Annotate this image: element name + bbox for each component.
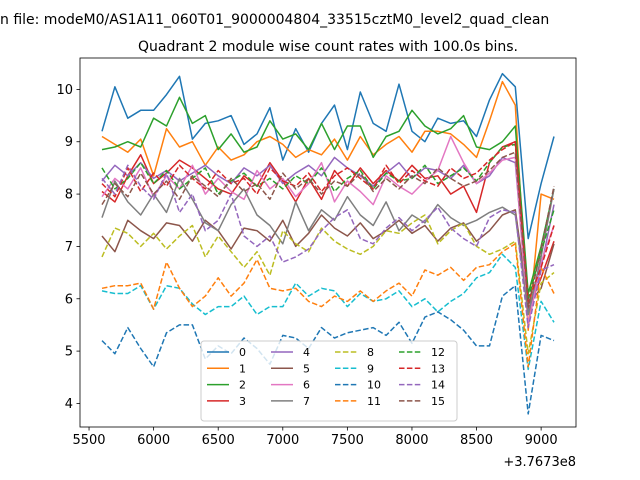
series-line-6 — [101, 135, 555, 326]
legend-label-2: 2 — [239, 379, 246, 392]
legend-label-0: 0 — [239, 346, 246, 359]
legend-label-7: 7 — [303, 395, 310, 408]
chart-title: Quadrant 2 module wise count rates with … — [138, 39, 518, 55]
y-tick-label: 8 — [65, 188, 73, 203]
legend-label-12: 12 — [431, 346, 445, 359]
x-tick-label: 6000 — [137, 433, 170, 448]
series-line-11 — [101, 243, 555, 368]
series-line-7 — [101, 177, 555, 316]
figure-suptitle: n file: modeM0/AS1A11_060T01_9000004804_… — [0, 12, 549, 28]
axes-frame — [79, 57, 577, 428]
legend-label-6: 6 — [303, 379, 310, 392]
series-line-15 — [101, 151, 555, 308]
series-layer — [101, 72, 555, 415]
y-tick-label: 5 — [65, 345, 73, 360]
series-line-8 — [101, 214, 555, 355]
legend-box — [200, 340, 458, 422]
x-tick-label: 7000 — [266, 433, 299, 448]
series-line-13 — [101, 140, 555, 303]
legend-label-13: 13 — [431, 362, 445, 375]
legend-label-4: 4 — [303, 346, 310, 359]
series-line-5 — [101, 209, 555, 305]
legend-label-10: 10 — [367, 379, 381, 392]
x-tick-label: 7500 — [331, 433, 364, 448]
legend-label-1: 1 — [239, 362, 246, 375]
x-tick-label: 8000 — [395, 433, 428, 448]
legend-label-5: 5 — [303, 362, 310, 375]
legend-label-8: 8 — [367, 346, 374, 359]
legend-label-15: 15 — [431, 395, 445, 408]
series-line-1 — [101, 80, 555, 331]
x-tick-label: 5500 — [72, 433, 105, 448]
series-line-14 — [101, 164, 555, 329]
legend-label-3: 3 — [239, 395, 246, 408]
y-tick-label: 9 — [65, 135, 73, 150]
legend-label-11: 11 — [367, 395, 381, 408]
y-tick-label: 10 — [56, 83, 73, 98]
y-tick-label: 6 — [65, 292, 73, 307]
series-line-3 — [101, 140, 555, 310]
x-tick-label: 6500 — [202, 433, 235, 448]
x-tick-label: 9000 — [525, 433, 558, 448]
y-tick-label: 4 — [65, 397, 73, 412]
y-tick-label: 7 — [65, 240, 73, 255]
legend-label-14: 14 — [431, 379, 445, 392]
x-tick-label: 8500 — [460, 433, 493, 448]
x-axis-offset-label: +3.7673e8 — [503, 455, 576, 470]
series-line-9 — [101, 253, 555, 371]
series-line-10 — [101, 284, 555, 415]
series-line-0 — [101, 72, 555, 240]
series-line-2 — [101, 96, 555, 295]
legend-label-9: 9 — [367, 362, 374, 375]
series-line-12 — [101, 143, 555, 300]
